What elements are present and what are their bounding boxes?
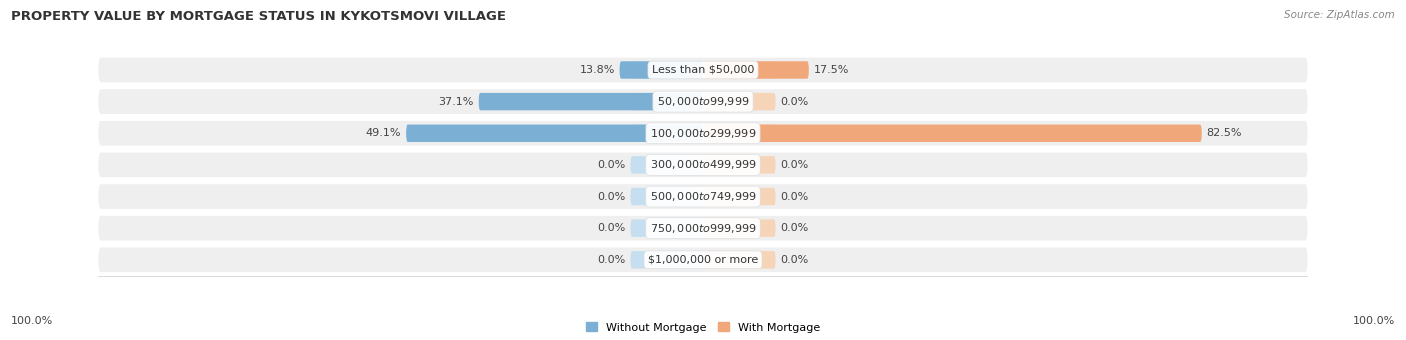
Text: 0.0%: 0.0% <box>598 223 626 233</box>
FancyBboxPatch shape <box>630 156 703 174</box>
Text: 100.0%: 100.0% <box>11 317 53 326</box>
FancyBboxPatch shape <box>98 58 1308 82</box>
Text: 0.0%: 0.0% <box>780 97 808 107</box>
Text: 0.0%: 0.0% <box>780 255 808 265</box>
Text: 49.1%: 49.1% <box>366 128 401 138</box>
FancyBboxPatch shape <box>630 93 703 110</box>
Text: 0.0%: 0.0% <box>780 160 808 170</box>
Text: 0.0%: 0.0% <box>598 255 626 265</box>
FancyBboxPatch shape <box>98 153 1308 177</box>
FancyBboxPatch shape <box>98 184 1308 209</box>
Text: 13.8%: 13.8% <box>579 65 614 75</box>
Legend: Without Mortgage, With Mortgage: Without Mortgage, With Mortgage <box>582 318 824 337</box>
Text: 0.0%: 0.0% <box>780 223 808 233</box>
Text: Source: ZipAtlas.com: Source: ZipAtlas.com <box>1284 10 1395 20</box>
Text: 17.5%: 17.5% <box>814 65 849 75</box>
FancyBboxPatch shape <box>630 220 703 237</box>
FancyBboxPatch shape <box>630 188 703 205</box>
Text: 0.0%: 0.0% <box>598 160 626 170</box>
FancyBboxPatch shape <box>630 251 703 269</box>
FancyBboxPatch shape <box>703 156 776 174</box>
Text: $500,000 to $749,999: $500,000 to $749,999 <box>650 190 756 203</box>
Text: $750,000 to $999,999: $750,000 to $999,999 <box>650 222 756 235</box>
FancyBboxPatch shape <box>703 251 776 269</box>
FancyBboxPatch shape <box>98 121 1308 146</box>
FancyBboxPatch shape <box>703 220 776 237</box>
FancyBboxPatch shape <box>703 124 776 142</box>
Text: 82.5%: 82.5% <box>1206 128 1241 138</box>
FancyBboxPatch shape <box>98 216 1308 240</box>
Text: 100.0%: 100.0% <box>1353 317 1395 326</box>
FancyBboxPatch shape <box>98 248 1308 272</box>
Text: $1,000,000 or more: $1,000,000 or more <box>648 255 758 265</box>
Text: 37.1%: 37.1% <box>439 97 474 107</box>
FancyBboxPatch shape <box>98 89 1308 114</box>
Text: 0.0%: 0.0% <box>598 191 626 202</box>
FancyBboxPatch shape <box>406 124 703 142</box>
FancyBboxPatch shape <box>703 93 776 110</box>
Text: $300,000 to $499,999: $300,000 to $499,999 <box>650 158 756 171</box>
Text: $100,000 to $299,999: $100,000 to $299,999 <box>650 127 756 140</box>
FancyBboxPatch shape <box>703 61 808 79</box>
FancyBboxPatch shape <box>478 93 703 110</box>
FancyBboxPatch shape <box>703 124 1202 142</box>
FancyBboxPatch shape <box>630 61 703 79</box>
FancyBboxPatch shape <box>620 61 703 79</box>
Text: Less than $50,000: Less than $50,000 <box>652 65 754 75</box>
FancyBboxPatch shape <box>703 188 776 205</box>
Text: PROPERTY VALUE BY MORTGAGE STATUS IN KYKOTSMOVI VILLAGE: PROPERTY VALUE BY MORTGAGE STATUS IN KYK… <box>11 10 506 23</box>
FancyBboxPatch shape <box>703 61 776 79</box>
Text: 0.0%: 0.0% <box>780 191 808 202</box>
FancyBboxPatch shape <box>630 124 703 142</box>
Text: $50,000 to $99,999: $50,000 to $99,999 <box>657 95 749 108</box>
